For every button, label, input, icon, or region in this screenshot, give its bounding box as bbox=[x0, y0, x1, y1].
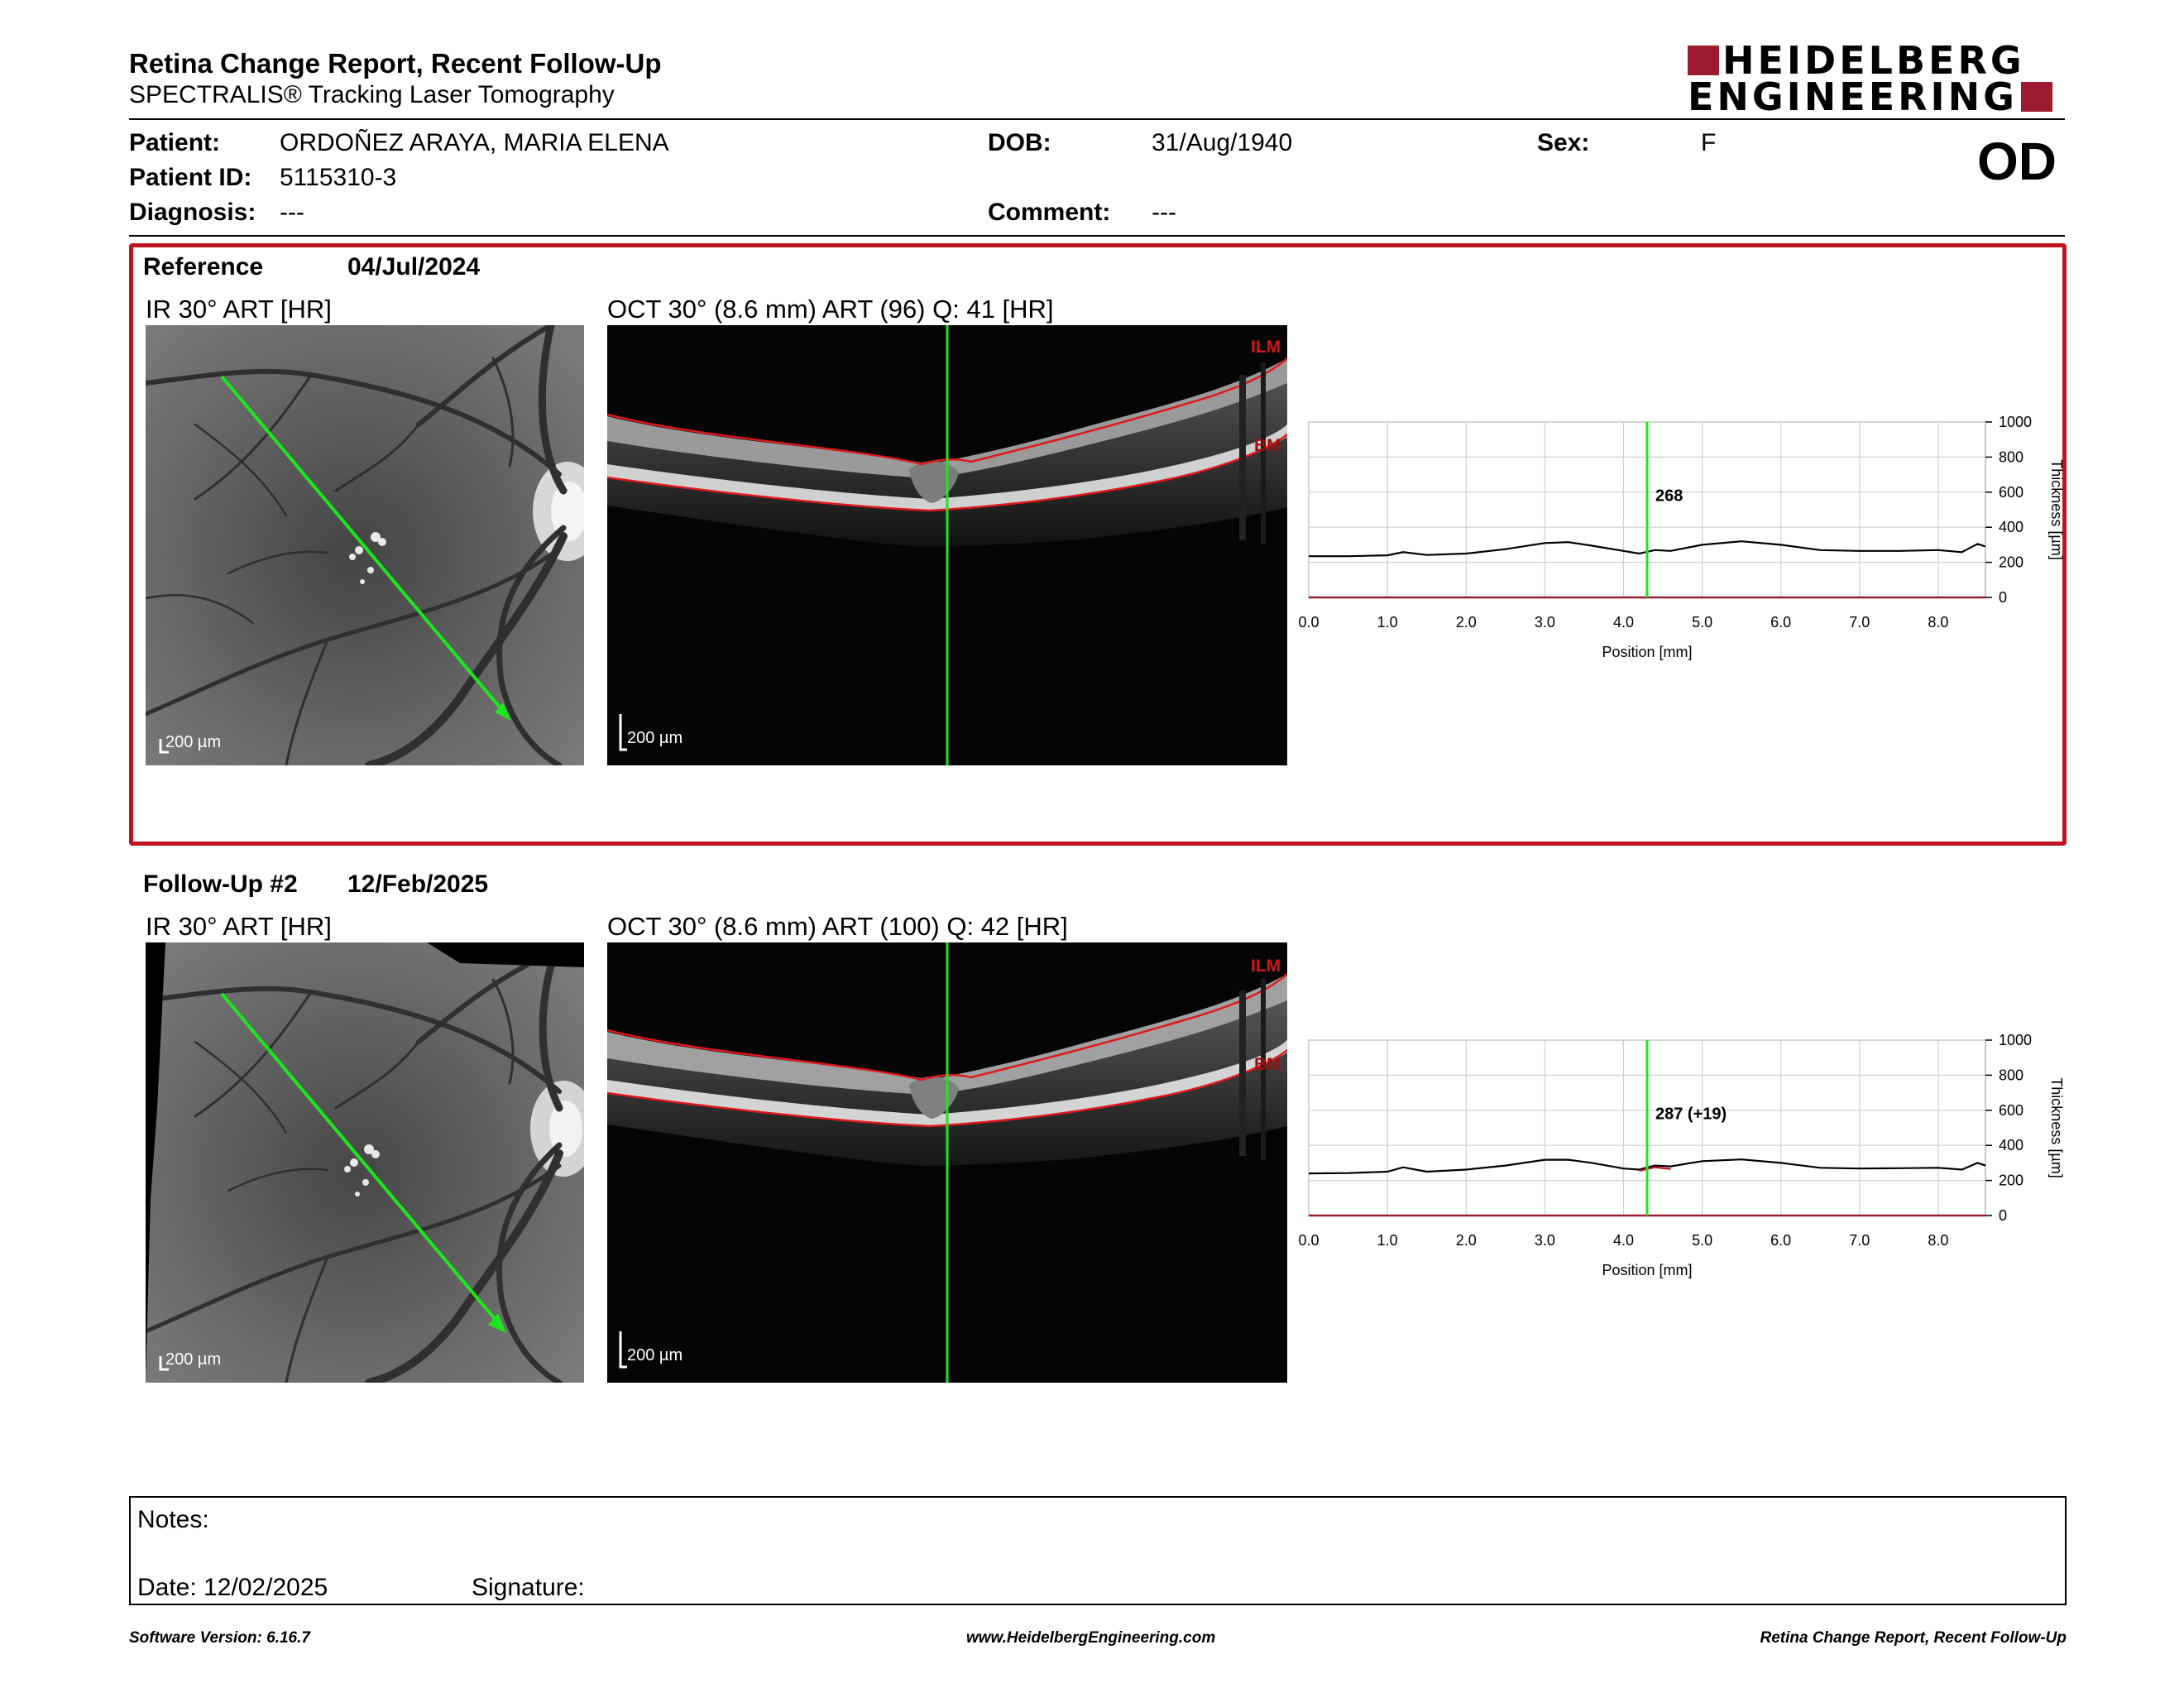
patient-label: Patient: bbox=[129, 129, 221, 156]
followup-ilm-label: ILM bbox=[1251, 957, 1281, 976]
signature-label: Signature: bbox=[472, 1574, 585, 1601]
reference-bm-label: BM bbox=[1254, 436, 1281, 455]
followup-ir-scale: 200 µm bbox=[165, 1350, 221, 1369]
reference-chart-xtick: 8.0 bbox=[1928, 614, 1948, 631]
followup-chart-xtick: 6.0 bbox=[1770, 1232, 1791, 1249]
patient-name: ORDOÑEZ ARAYA, MARIA ELENA bbox=[280, 129, 669, 156]
followup-label: Follow-Up #2 bbox=[143, 870, 298, 898]
reference-chart-xtick: 5.0 bbox=[1692, 614, 1712, 631]
followup-chart-xlabel: Position [mm] bbox=[1602, 1262, 1692, 1278]
patient-rule bbox=[129, 235, 2065, 237]
report-subtitle: SPECTRALIS® Tracking Laser Tomography bbox=[129, 81, 615, 108]
patient-id: 5115310-3 bbox=[280, 164, 397, 191]
followup-chart-xtick: 8.0 bbox=[1928, 1232, 1948, 1249]
reference-chart-xtick: 3.0 bbox=[1535, 614, 1555, 631]
reference-chart-xtick: 4.0 bbox=[1613, 614, 1634, 631]
followup-thickness-series-1 bbox=[1639, 1166, 1671, 1172]
reference-chart-ylabel: Thickness [µm] bbox=[2048, 459, 2065, 559]
reference-label: Reference bbox=[143, 253, 264, 281]
followup-chart-ytick: 400 bbox=[1999, 1137, 2024, 1153]
followup-chart-xtick: 1.0 bbox=[1377, 1232, 1398, 1249]
followup-oct-label: OCT 30° (8.6 mm) ART (100) Q: 42 [HR] bbox=[607, 912, 1068, 941]
reference-chart-xtick: 2.0 bbox=[1456, 614, 1477, 631]
followup-chart-ytick: 800 bbox=[1999, 1067, 2024, 1083]
patient-id-label: Patient ID: bbox=[129, 164, 252, 191]
followup-chart-ytick: 0 bbox=[1999, 1207, 2007, 1224]
reference-chart-ytick: 800 bbox=[1999, 448, 2024, 465]
reference-thickness-value: 268 bbox=[1655, 487, 1683, 505]
reference-thickness-chart: 0.0 1.0 2.0 3.0 4.0 5.0 6.0 7.0 8.0 0 200 400 600 800… bbox=[1298, 414, 2065, 660]
notes-date: Date: 12/02/2025 bbox=[137, 1574, 328, 1601]
followup-chart-xtick: 7.0 bbox=[1849, 1232, 1870, 1249]
reference-ir-label: IR 30° ART [HR] bbox=[146, 295, 332, 324]
reference-oct-image: ILM BM 200 µm bbox=[607, 325, 1287, 765]
footer-software-version: Software Version: 6.16.7 bbox=[129, 1629, 310, 1647]
comment-value: --- bbox=[1152, 199, 1176, 226]
logo-line1: HEIDELBERG bbox=[1722, 38, 2025, 83]
followup-thickness-chart: 0.0 1.0 2.0 3.0 4.0 5.0 6.0 7.0 8.0 0 200 400 600 800… bbox=[1298, 1032, 2065, 1278]
followup-chart-ylabel: Thickness [µm] bbox=[2048, 1077, 2065, 1177]
reference-ilm-label: ILM bbox=[1251, 338, 1281, 357]
reference-chart-xtick: 0.0 bbox=[1298, 614, 1319, 631]
reference-ir-scale: 200 µm bbox=[165, 733, 221, 751]
reference-chart-ytick: 1000 bbox=[1999, 414, 2032, 430]
reference-chart-xtick: 6.0 bbox=[1770, 614, 1791, 631]
reference-chart-xtick: 1.0 bbox=[1377, 614, 1398, 631]
reference-date: 04/Jul/2024 bbox=[347, 253, 481, 281]
reference-chart-ytick: 200 bbox=[1999, 554, 2024, 571]
followup-chart-ytick: 600 bbox=[1999, 1102, 2024, 1119]
reference-oct-label: OCT 30° (8.6 mm) ART (96) Q: 41 [HR] bbox=[607, 295, 1054, 324]
reference-ir-image: 200 µm bbox=[146, 325, 584, 765]
footer-report-name: Retina Change Report, Recent Follow-Up bbox=[1760, 1629, 2067, 1647]
logo-line2: ENGINEERING bbox=[1688, 74, 2018, 119]
followup-chart-xtick: 2.0 bbox=[1456, 1232, 1477, 1249]
followup-oct-scale: 200 µm bbox=[627, 1346, 682, 1364]
followup-chart-xtick: 5.0 bbox=[1692, 1232, 1712, 1249]
reference-chart-ytick: 600 bbox=[1999, 484, 2024, 501]
dob-value: 31/Aug/1940 bbox=[1152, 129, 1293, 156]
diagnosis-value: --- bbox=[280, 199, 304, 226]
notes-label: Notes: bbox=[137, 1506, 209, 1533]
logo-square-icon bbox=[2020, 82, 2052, 112]
sex-label: Sex: bbox=[1537, 129, 1590, 156]
logo-square-icon bbox=[1688, 46, 1719, 75]
reference-oct-scale: 200 µm bbox=[627, 729, 682, 747]
reference-chart-ytick: 400 bbox=[1999, 519, 2024, 535]
footer-website-link[interactable]: www.HeidelbergEngineering.com bbox=[966, 1629, 1216, 1647]
eye-indicator: OD bbox=[1977, 132, 2057, 191]
header-rule bbox=[129, 118, 2065, 120]
followup-ir-image: 200 µm bbox=[146, 942, 584, 1383]
heidelberg-logo: HEIDELBERG ENGINEERING bbox=[1688, 38, 2065, 119]
followup-chart-xtick: 3.0 bbox=[1535, 1232, 1555, 1249]
comment-label: Comment: bbox=[988, 199, 1111, 226]
followup-chart-xtick: 0.0 bbox=[1298, 1232, 1319, 1249]
diagnosis-label: Diagnosis: bbox=[129, 199, 256, 226]
report-title: Retina Change Report, Recent Follow-Up bbox=[129, 48, 662, 79]
notes-box[interactable]: Notes: Date: 12/02/2025 Signature: bbox=[129, 1496, 2067, 1605]
followup-thickness-value: 287 (+19) bbox=[1655, 1105, 1727, 1123]
followup-ir-label: IR 30° ART [HR] bbox=[146, 912, 332, 941]
followup-chart-xtick: 4.0 bbox=[1613, 1232, 1634, 1249]
sex-value: F bbox=[1701, 129, 1717, 156]
followup-date: 12/Feb/2025 bbox=[347, 870, 489, 898]
dob-label: DOB: bbox=[988, 129, 1051, 156]
reference-chart-ytick: 0 bbox=[1999, 589, 2007, 606]
followup-chart-ytick: 200 bbox=[1999, 1172, 2024, 1189]
followup-chart-ytick: 1000 bbox=[1999, 1032, 2032, 1048]
followup-oct-image: ILM BM 200 µm bbox=[607, 942, 1287, 1383]
reference-frame bbox=[129, 243, 2067, 846]
reference-chart-xlabel: Position [mm] bbox=[1602, 644, 1692, 660]
followup-bm-label: BM bbox=[1254, 1055, 1281, 1074]
reference-chart-xtick: 7.0 bbox=[1849, 614, 1870, 631]
